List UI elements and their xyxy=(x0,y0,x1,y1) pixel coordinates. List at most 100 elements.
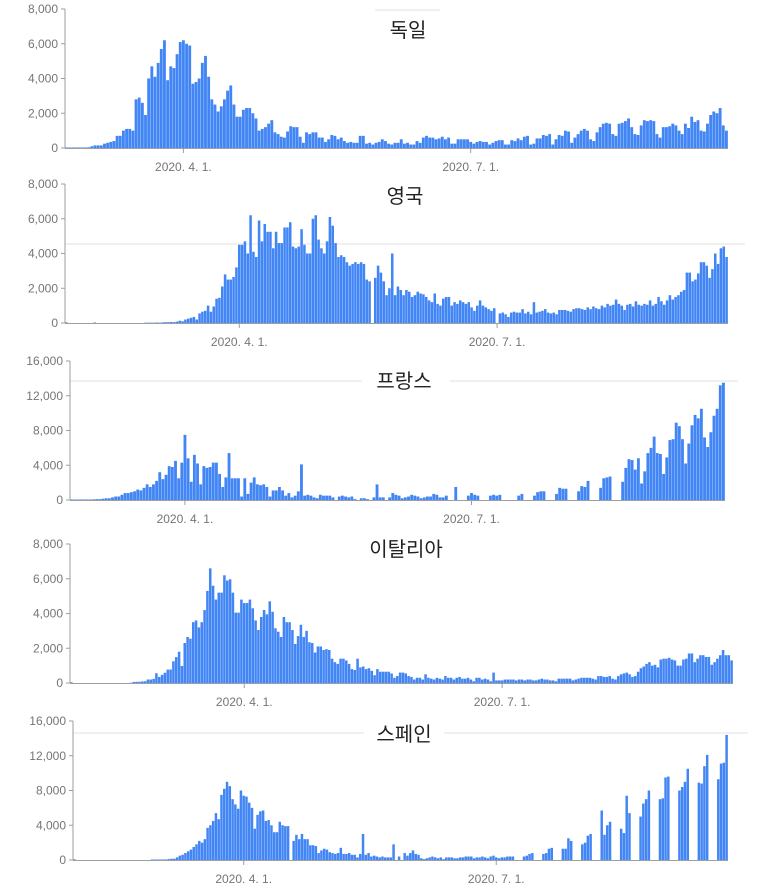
bar xyxy=(293,643,297,683)
bar xyxy=(287,493,291,500)
bar xyxy=(156,859,159,860)
bar xyxy=(164,474,168,500)
bar xyxy=(520,679,524,683)
bar xyxy=(616,676,620,683)
bar xyxy=(706,447,710,500)
y-tick-label: 4,000 xyxy=(36,818,66,832)
bar xyxy=(114,496,118,500)
x-tick-label: 2020. 7. 1. xyxy=(442,160,499,174)
bar xyxy=(725,256,728,323)
bar xyxy=(147,78,151,148)
bar xyxy=(661,127,665,148)
bar xyxy=(208,466,212,500)
bar xyxy=(310,643,314,683)
bar xyxy=(591,678,595,683)
bar xyxy=(444,296,448,323)
bar xyxy=(172,322,176,323)
bar xyxy=(555,314,558,323)
bar xyxy=(649,120,653,148)
bar xyxy=(470,307,473,323)
bar xyxy=(486,858,490,860)
bar xyxy=(546,679,549,683)
bar xyxy=(269,231,272,323)
bar xyxy=(288,622,291,683)
bar xyxy=(419,498,423,500)
bar xyxy=(203,839,207,860)
bar xyxy=(531,853,534,860)
bar xyxy=(339,255,343,323)
bar xyxy=(223,788,226,860)
bar xyxy=(281,490,284,500)
bar xyxy=(365,279,369,323)
bar xyxy=(255,484,259,500)
bar xyxy=(665,658,668,683)
bar xyxy=(275,832,279,860)
bar xyxy=(203,310,207,323)
bar xyxy=(716,658,719,683)
bar xyxy=(194,620,198,683)
bar xyxy=(598,127,602,148)
x-tick-label: 2020. 4. 1. xyxy=(216,695,273,709)
bar xyxy=(373,277,377,323)
bar xyxy=(580,309,584,323)
bar xyxy=(381,856,384,860)
bar xyxy=(184,319,187,323)
bar xyxy=(167,859,170,860)
bar xyxy=(318,494,322,500)
bar xyxy=(270,120,274,148)
bar xyxy=(232,276,235,323)
bar xyxy=(585,677,589,683)
bar xyxy=(220,794,223,860)
bar xyxy=(277,486,281,500)
bar xyxy=(438,497,442,500)
bar xyxy=(715,113,719,148)
bar xyxy=(407,291,411,323)
bar xyxy=(384,671,388,683)
bar xyxy=(201,311,204,323)
bar xyxy=(520,493,524,500)
bar xyxy=(350,669,354,683)
bar xyxy=(336,853,340,860)
bar xyxy=(478,141,482,148)
bar xyxy=(581,844,584,860)
bar xyxy=(533,495,536,500)
bar xyxy=(700,783,703,860)
bar xyxy=(597,676,600,683)
bar xyxy=(77,147,81,148)
bar xyxy=(727,655,731,683)
bar xyxy=(384,857,387,860)
x-tick-label: 2020. 4. 1. xyxy=(211,335,268,349)
bar xyxy=(359,667,362,683)
bar xyxy=(306,839,309,860)
bar xyxy=(337,496,341,500)
bar xyxy=(249,482,253,501)
bar xyxy=(418,142,422,148)
bar xyxy=(68,147,72,148)
bar xyxy=(202,466,206,500)
bar xyxy=(503,144,507,148)
bar xyxy=(491,142,495,148)
bar xyxy=(252,251,255,323)
bar xyxy=(439,305,442,324)
bar xyxy=(611,134,615,148)
bar xyxy=(136,489,140,500)
bar xyxy=(410,296,414,323)
bar xyxy=(699,130,703,149)
bar xyxy=(306,494,310,500)
bar xyxy=(400,498,404,500)
bar xyxy=(699,655,702,683)
bar xyxy=(355,142,359,148)
bar xyxy=(286,131,290,148)
bar xyxy=(668,295,672,323)
bar xyxy=(303,244,306,323)
bar xyxy=(308,253,312,323)
bar xyxy=(661,798,665,860)
bar xyxy=(432,679,436,683)
bar xyxy=(170,858,173,860)
bar xyxy=(415,141,419,148)
bar xyxy=(79,499,83,500)
bar xyxy=(558,309,561,323)
bar xyxy=(348,265,352,323)
bar xyxy=(552,312,556,323)
bar xyxy=(368,142,372,148)
